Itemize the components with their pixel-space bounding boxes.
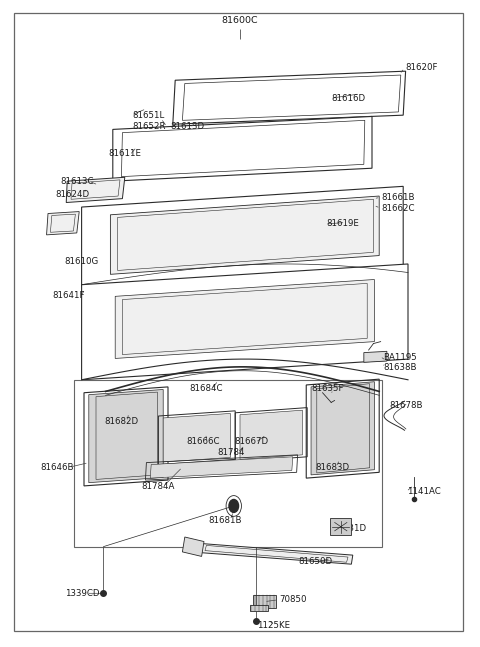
Polygon shape <box>173 71 406 124</box>
Text: 81613C: 81613C <box>60 177 94 186</box>
Text: 81666C: 81666C <box>186 437 220 446</box>
Text: 1339CD: 1339CD <box>65 589 99 598</box>
Text: 81641F: 81641F <box>53 291 85 300</box>
Text: 81678B: 81678B <box>390 400 423 410</box>
Polygon shape <box>240 410 302 459</box>
Text: 81638B: 81638B <box>383 363 417 372</box>
Polygon shape <box>182 537 204 556</box>
Polygon shape <box>163 413 230 462</box>
Polygon shape <box>113 116 372 181</box>
Text: 81613D: 81613D <box>170 122 204 131</box>
Polygon shape <box>199 543 353 564</box>
Text: 81646B: 81646B <box>41 463 74 472</box>
Text: 81667D: 81667D <box>234 437 268 446</box>
Text: 81683D: 81683D <box>316 463 350 472</box>
Text: 81624D: 81624D <box>55 190 89 199</box>
Text: 81620F: 81620F <box>406 63 438 72</box>
Polygon shape <box>89 389 163 483</box>
Text: 1125KE: 1125KE <box>257 620 290 630</box>
Text: 81635F: 81635F <box>311 384 344 393</box>
Polygon shape <box>253 595 276 608</box>
Polygon shape <box>82 264 408 380</box>
Text: 81616D: 81616D <box>331 94 365 103</box>
Polygon shape <box>364 351 387 362</box>
Text: 81619E: 81619E <box>326 219 359 228</box>
Polygon shape <box>311 382 374 475</box>
Polygon shape <box>115 280 374 358</box>
Polygon shape <box>66 177 125 203</box>
Circle shape <box>229 499 239 512</box>
Text: 81611E: 81611E <box>108 149 141 158</box>
Text: 81681B: 81681B <box>209 516 242 525</box>
Polygon shape <box>47 212 79 235</box>
Text: 81684C: 81684C <box>190 384 223 393</box>
Text: 81661B: 81661B <box>382 193 415 202</box>
Polygon shape <box>150 457 293 478</box>
Text: 81652R: 81652R <box>132 122 166 131</box>
Polygon shape <box>82 186 403 286</box>
Text: 81682D: 81682D <box>105 417 139 426</box>
Text: 70850: 70850 <box>279 595 307 604</box>
Text: 81784: 81784 <box>217 448 245 457</box>
Text: 81662C: 81662C <box>382 204 415 213</box>
Polygon shape <box>250 605 268 611</box>
Bar <box>74 380 382 547</box>
Text: 81651L: 81651L <box>132 111 164 120</box>
Text: 81610G: 81610G <box>65 257 99 266</box>
Polygon shape <box>110 196 379 274</box>
Text: 81650D: 81650D <box>299 557 333 566</box>
Text: 81631D: 81631D <box>332 524 366 533</box>
Bar <box>330 518 351 535</box>
Text: 1141AC: 1141AC <box>407 487 441 496</box>
Text: 81600C: 81600C <box>222 16 258 25</box>
Text: 81784A: 81784A <box>142 482 175 491</box>
Text: BA1195: BA1195 <box>383 353 417 362</box>
